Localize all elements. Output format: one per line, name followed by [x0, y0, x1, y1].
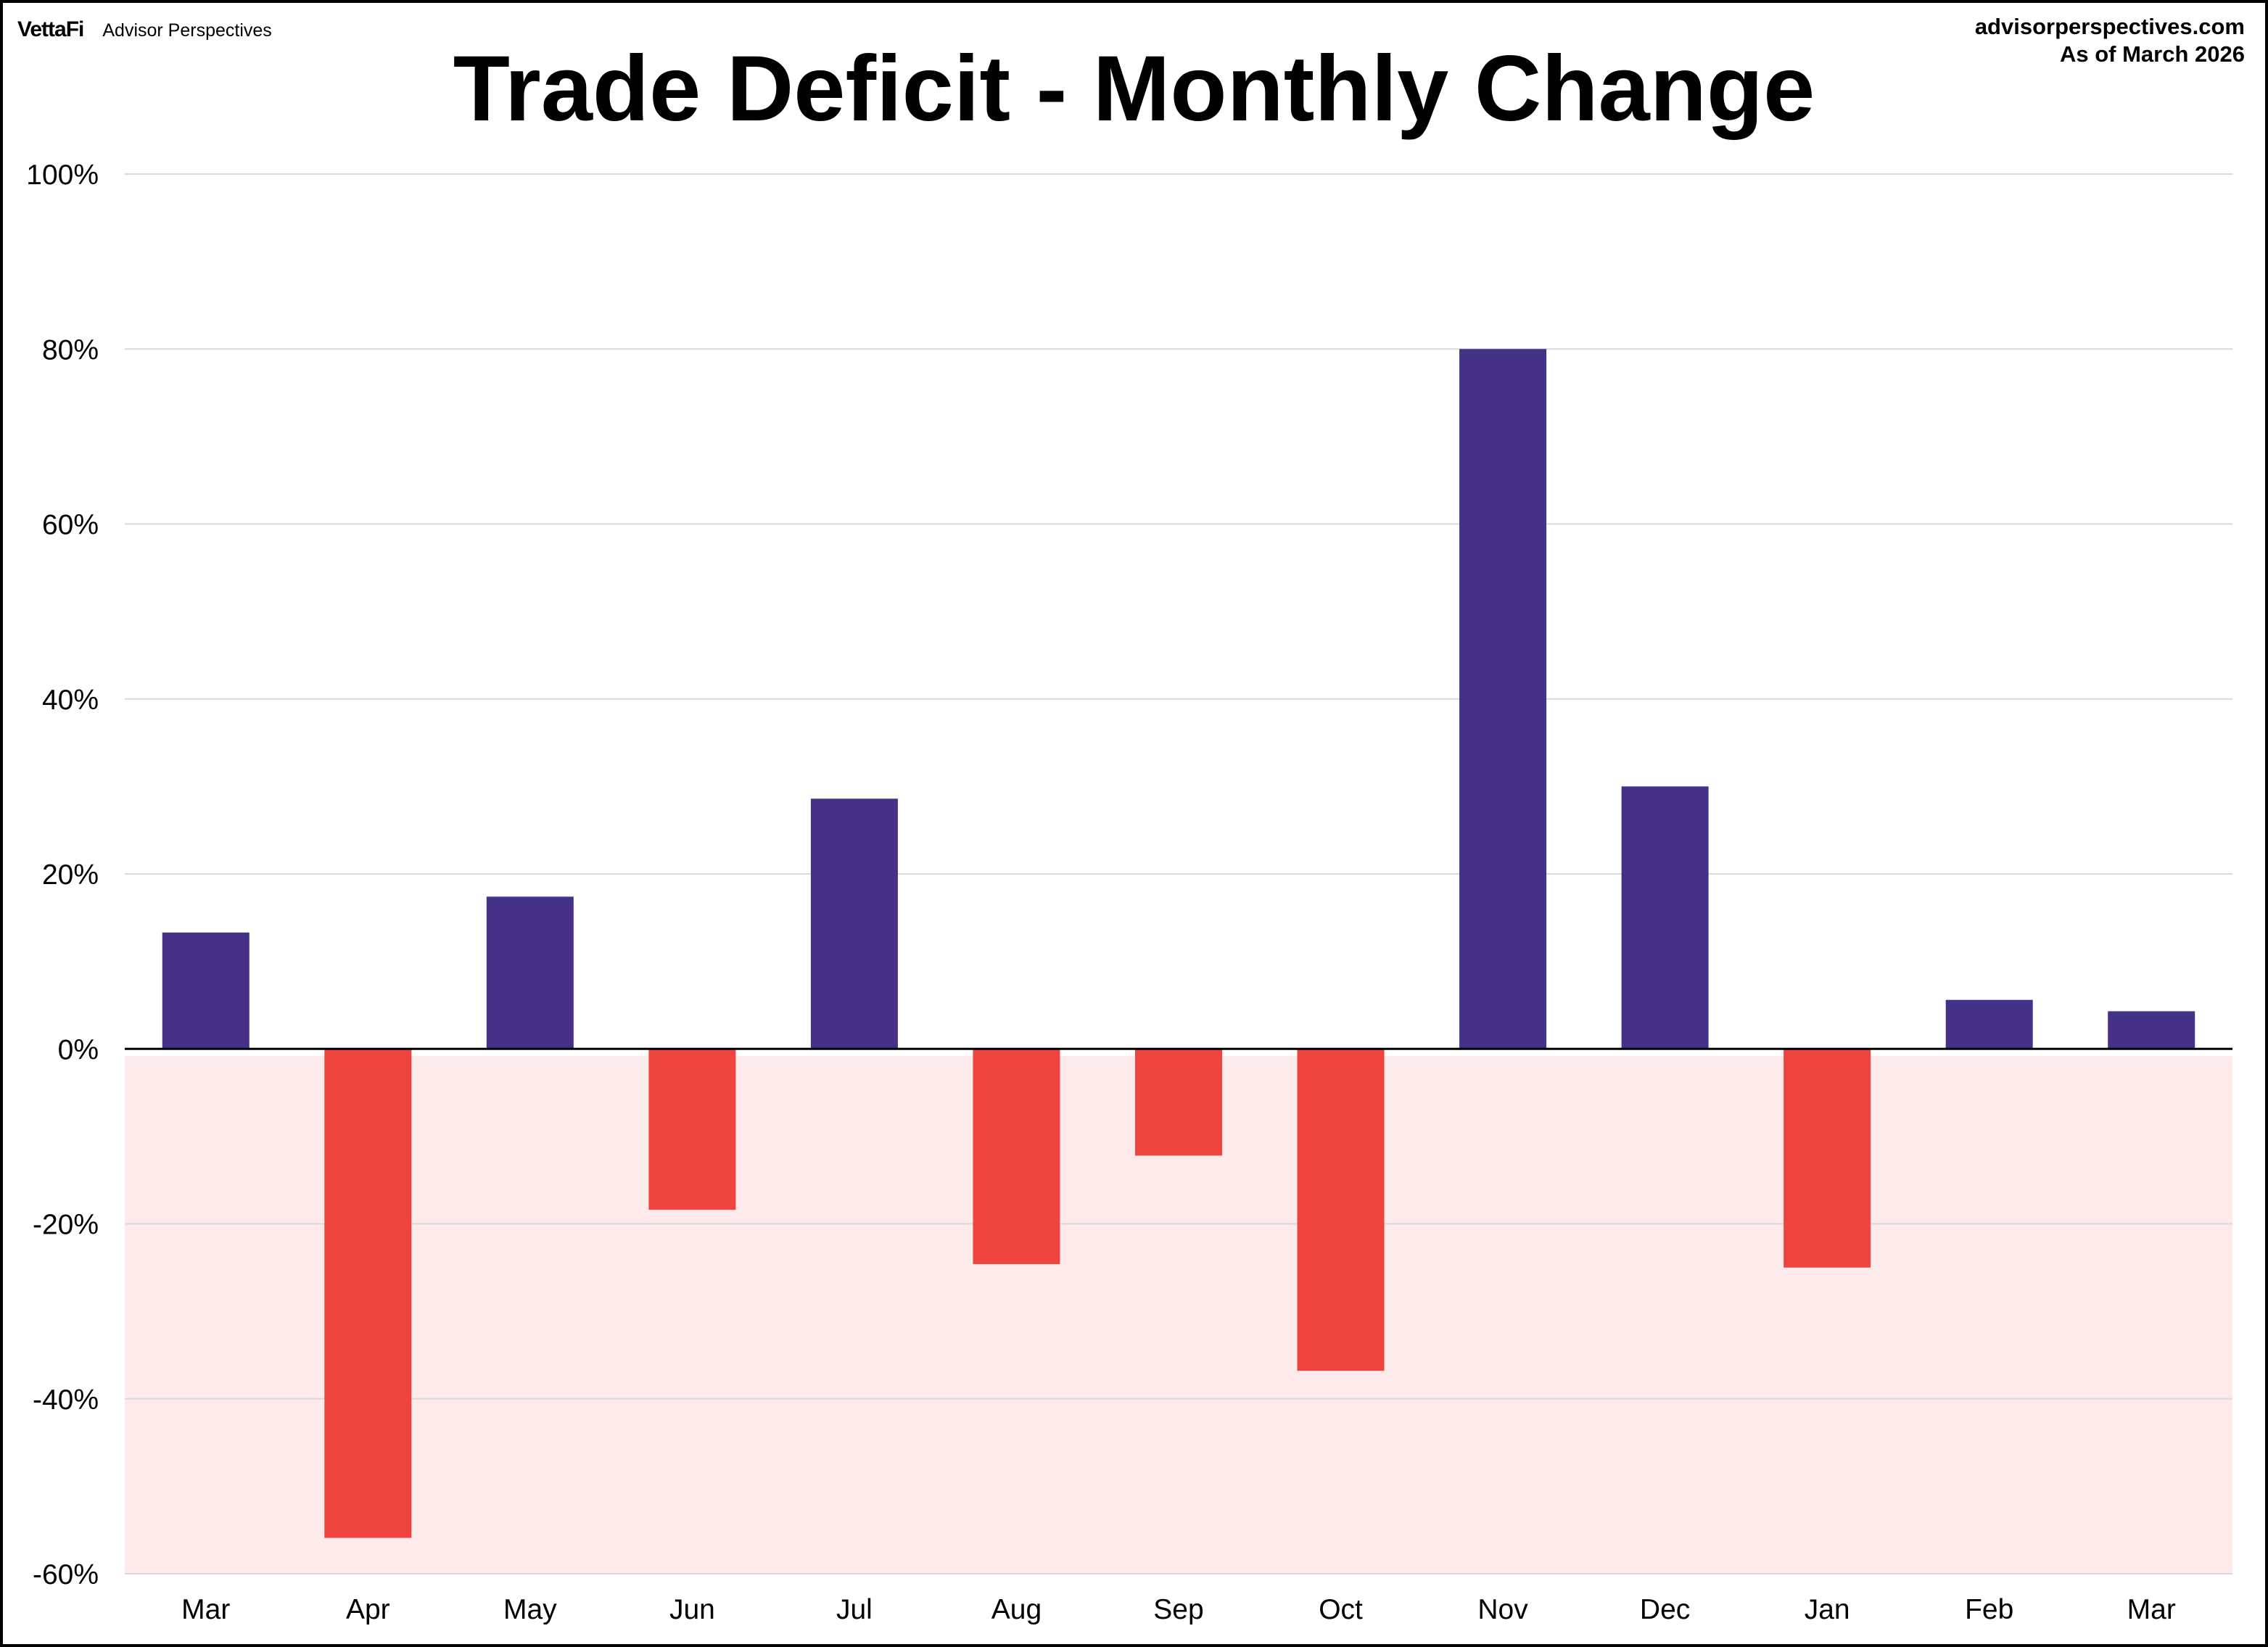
x-tick-label: May — [503, 1594, 557, 1625]
bar-negative — [1297, 1049, 1385, 1371]
y-tick-label: -20% — [33, 1210, 99, 1241]
bar-positive — [1621, 786, 1709, 1049]
gridlines — [125, 173, 2232, 1574]
bar-positive — [1945, 999, 2033, 1049]
x-tick-label: Mar — [2127, 1594, 2176, 1625]
source-block: advisorperspectives.com As of March 2026 — [1975, 13, 2245, 68]
x-tick-label: Feb — [1965, 1594, 2013, 1625]
x-tick-label: Nov — [1477, 1594, 1528, 1625]
y-tick-label: 40% — [42, 685, 99, 716]
bar-negative — [1135, 1049, 1222, 1156]
x-tick-label: Dec — [1640, 1594, 1690, 1625]
y-axis-ticks: 100% 80% 60% 40% 20% 0% -20% -40% -60% — [26, 160, 99, 1590]
x-tick-label: Oct — [1319, 1594, 1363, 1625]
y-tick-label: 0% — [58, 1034, 99, 1065]
bars — [162, 349, 2195, 1538]
source-site: advisorperspectives.com — [1974, 14, 2245, 39]
logo-name: Advisor Perspectives — [102, 20, 272, 41]
chart-title: Trade Deficit - Monthly Change — [453, 37, 1815, 141]
bar-positive — [2108, 1011, 2195, 1049]
x-tick-label: Mar — [181, 1594, 230, 1625]
vettafi-logo: VettaFi Advisor Perspectives — [17, 17, 272, 42]
y-tick-label: 80% — [42, 334, 99, 366]
x-tick-label: Jun — [669, 1594, 715, 1625]
y-tick-label: 100% — [26, 160, 99, 191]
x-axis-ticks: Mar Apr May Jun Jul Aug Sep Oct Nov Dec Jan Feb Mar — [181, 1594, 2176, 1625]
bar-positive — [162, 932, 250, 1049]
y-tick-label: -40% — [33, 1384, 99, 1416]
x-tick-label: Jul — [836, 1594, 873, 1625]
x-tick-label: Jan — [1805, 1594, 1850, 1625]
y-tick-label: -60% — [33, 1559, 99, 1590]
x-tick-label: Sep — [1153, 1594, 1203, 1625]
x-tick-label: Aug — [991, 1594, 1042, 1625]
bar-positive — [810, 798, 898, 1049]
bar-negative — [324, 1049, 412, 1538]
bar-positive — [486, 896, 574, 1049]
bar-negative — [973, 1049, 1060, 1264]
y-tick-label: 60% — [42, 510, 99, 541]
bar-negative — [648, 1049, 736, 1210]
x-tick-label: Apr — [346, 1594, 390, 1625]
bar-positive — [1459, 349, 1547, 1049]
logo-brand: VettaFi — [17, 17, 84, 41]
y-tick-label: 20% — [42, 859, 99, 891]
as-of-date: As of March 2026 — [2060, 41, 2245, 67]
bar-negative — [1784, 1049, 1871, 1268]
